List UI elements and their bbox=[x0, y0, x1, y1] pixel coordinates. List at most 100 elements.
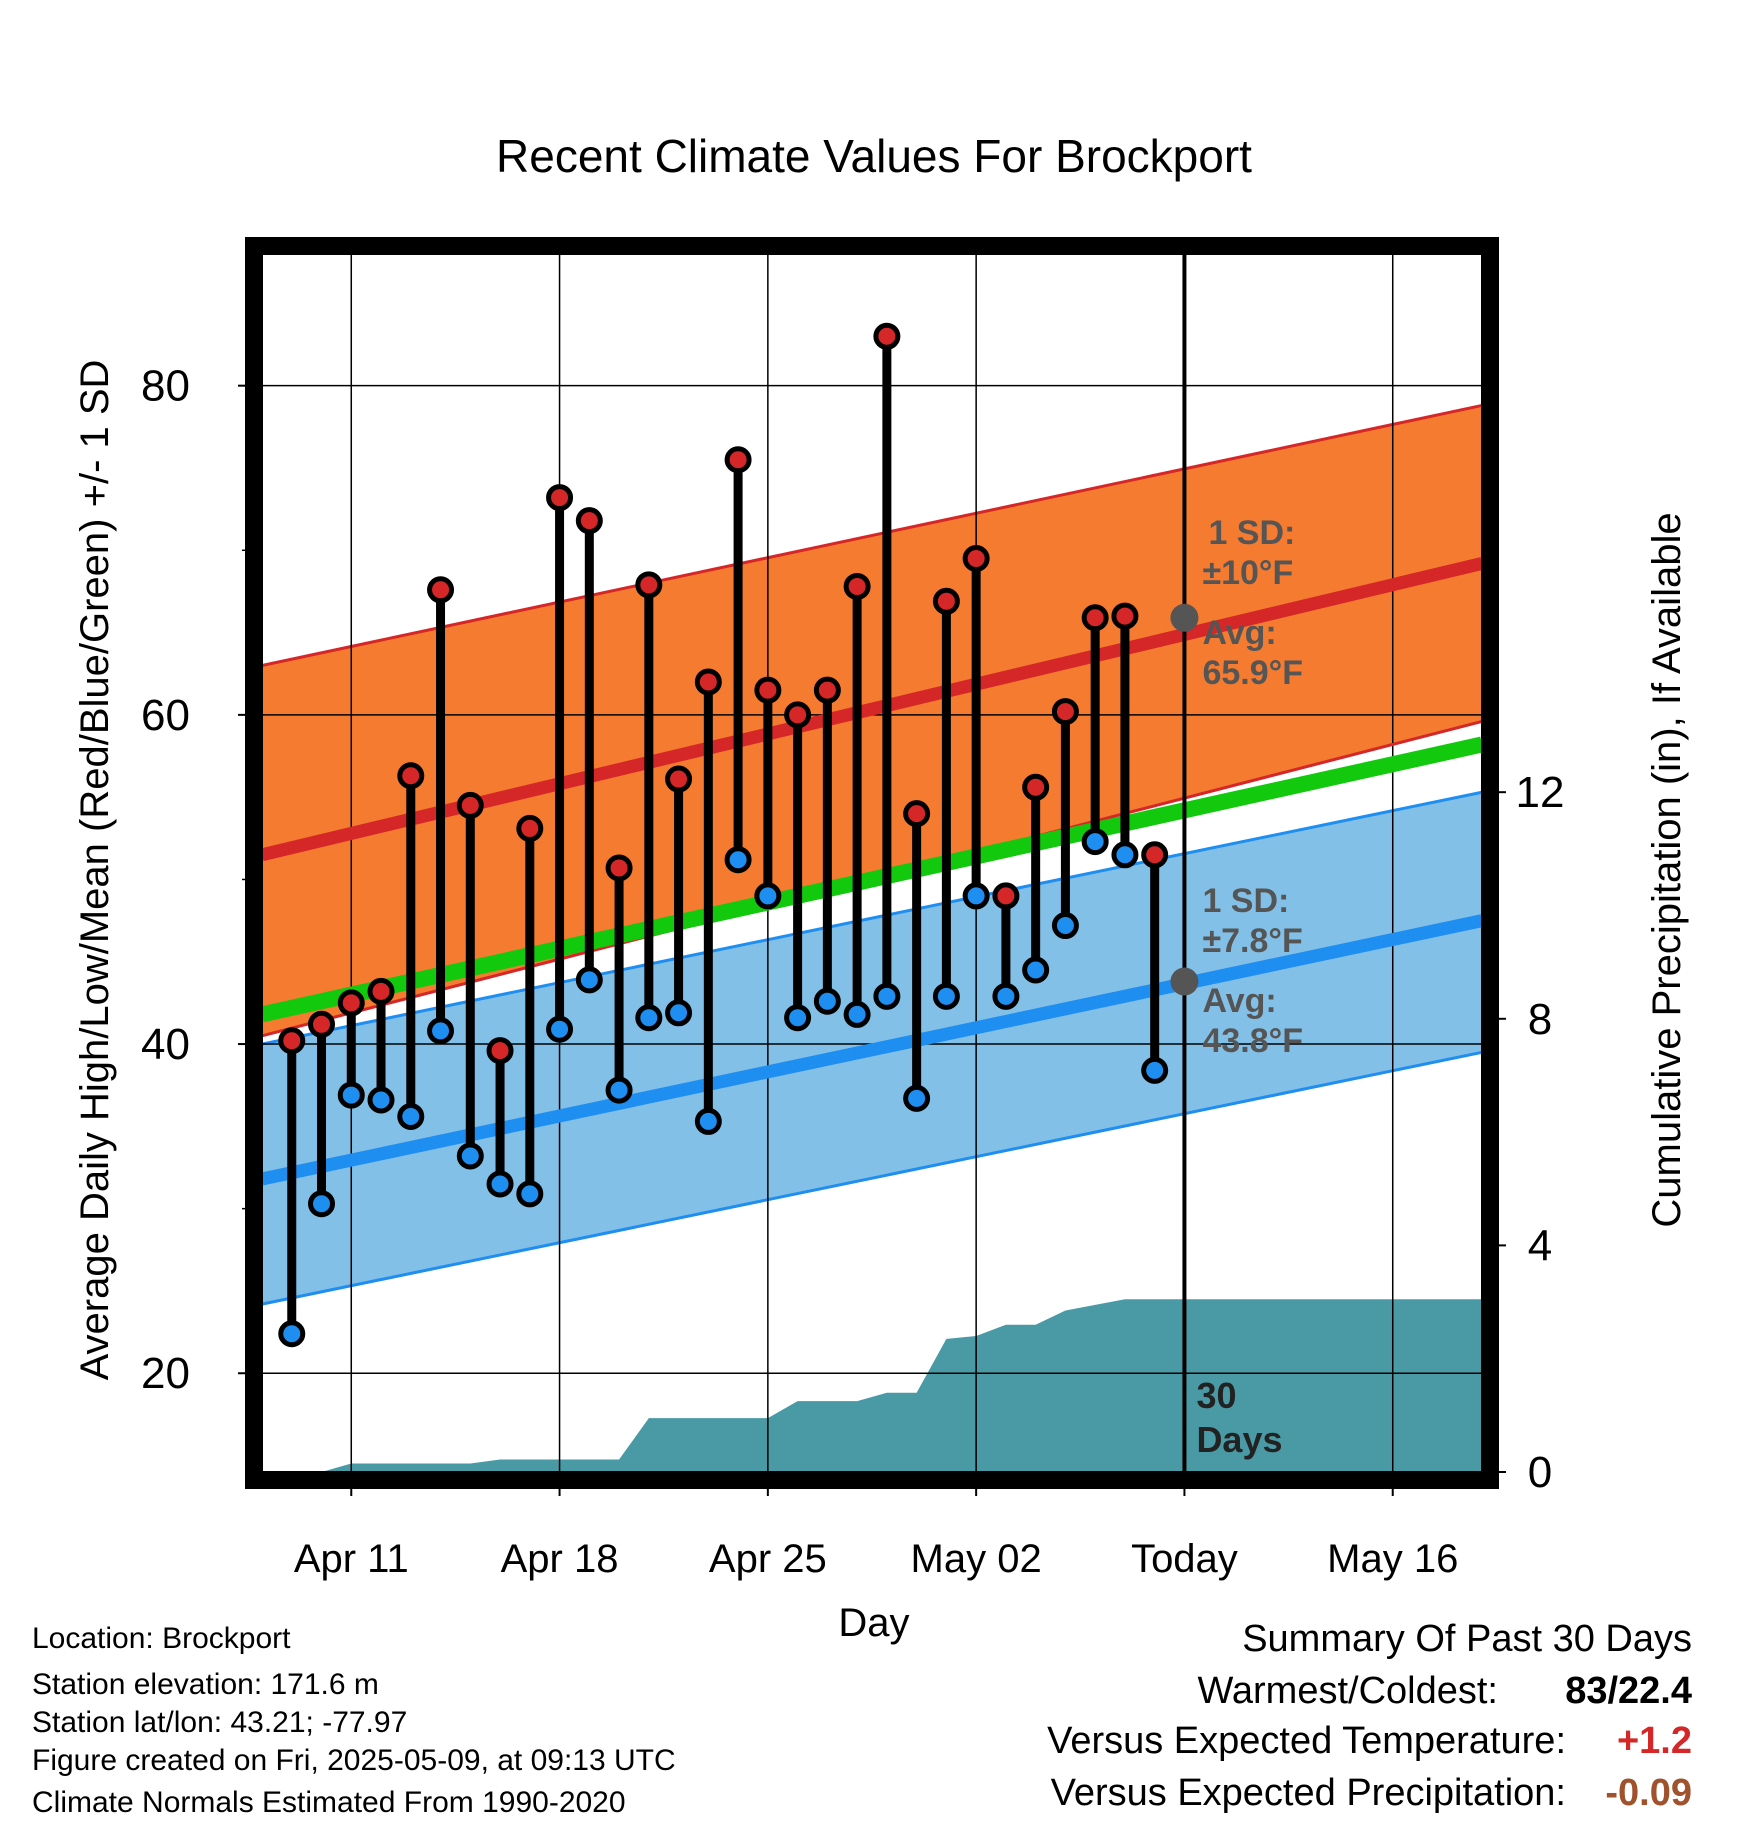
low-point bbox=[1022, 956, 1050, 984]
low-point bbox=[754, 882, 782, 910]
low-point bbox=[873, 982, 901, 1010]
low-point bbox=[427, 1017, 455, 1045]
x-tick-label: Apr 25 bbox=[709, 1537, 827, 1581]
plot-border bbox=[245, 237, 1499, 1489]
y-axis-label: Average Daily High/Low/Mean (Red/Blue/Gr… bbox=[73, 360, 117, 1381]
today-label-top: 30 bbox=[1196, 1375, 1236, 1416]
low-point bbox=[992, 982, 1020, 1010]
low-point bbox=[962, 882, 990, 910]
chart-title: Recent Climate Values For Brockport bbox=[496, 130, 1252, 182]
summary-temp-value: +1.2 bbox=[1616, 1720, 1692, 1762]
high-point bbox=[694, 668, 722, 696]
x-axis-label: Day bbox=[838, 1601, 909, 1645]
summary-warmest-label: Warmest/Coldest: bbox=[1197, 1670, 1498, 1712]
high-point bbox=[1141, 841, 1169, 869]
high-point bbox=[456, 791, 484, 819]
low-point bbox=[724, 846, 752, 874]
high-sd-band bbox=[262, 405, 1482, 1036]
low-point bbox=[903, 1084, 931, 1112]
low-point bbox=[932, 982, 960, 1010]
summary-warmest-value: 83/22.4 bbox=[1565, 1670, 1692, 1712]
high-sd-value: ±10°F bbox=[1202, 554, 1293, 592]
low-point bbox=[1051, 912, 1079, 940]
axes: 20 40 60 80 0 4 8 12 Apr 11 Apr 18 Apr 25 May 02 Tod… bbox=[141, 362, 1564, 1581]
summary-precip-label: Versus Expected Precipitation: bbox=[1050, 1772, 1566, 1814]
high-avg-value: 65.9°F bbox=[1202, 654, 1303, 692]
low-sd-value: ±7.8°F bbox=[1202, 922, 1302, 960]
normal-lines bbox=[260, 557, 1484, 1186]
low-point bbox=[456, 1142, 484, 1170]
today-low-avg-marker bbox=[1170, 967, 1199, 996]
low-point bbox=[784, 1004, 812, 1032]
low-point bbox=[278, 1320, 306, 1348]
high-point bbox=[427, 576, 455, 604]
high-point bbox=[308, 1010, 336, 1038]
low-point bbox=[1141, 1056, 1169, 1084]
high-band-upper-edge bbox=[261, 403, 1483, 667]
high-point bbox=[962, 545, 990, 572]
low-band-upper-edge bbox=[261, 790, 1483, 1046]
low-sd-label: 1 SD: bbox=[1202, 882, 1289, 920]
low-point bbox=[813, 987, 841, 1015]
high-point bbox=[635, 571, 663, 599]
y2-tick-label: 4 bbox=[1528, 1221, 1552, 1270]
high-point bbox=[784, 701, 812, 729]
high-point bbox=[724, 446, 752, 474]
high-sd-label: 1 SD: bbox=[1208, 514, 1295, 552]
low-point bbox=[1081, 828, 1109, 856]
high-point bbox=[992, 882, 1020, 910]
high-point bbox=[665, 765, 693, 793]
cumulative-precip-area bbox=[262, 1299, 1482, 1472]
y2-tick-label: 8 bbox=[1528, 995, 1552, 1044]
low-point bbox=[843, 1000, 871, 1028]
high-point bbox=[1081, 604, 1109, 632]
low-point bbox=[575, 966, 603, 994]
high-point bbox=[932, 587, 960, 615]
y-tick-label: 60 bbox=[141, 691, 190, 740]
normal-mean-line bbox=[260, 736, 1484, 1023]
high-point bbox=[843, 572, 871, 600]
low-point bbox=[516, 1180, 544, 1208]
high-point bbox=[575, 507, 603, 535]
precip-area bbox=[262, 1299, 1482, 1472]
plot-frame bbox=[245, 237, 1499, 1489]
low-point bbox=[694, 1107, 722, 1135]
footer-latlon: Station lat/lon: 43.21; -77.97 bbox=[32, 1706, 408, 1739]
y2-tick-label: 12 bbox=[1516, 768, 1565, 817]
high-point bbox=[367, 977, 395, 1005]
y2-axis-label: Cumulative Precipitation (in), If Availa… bbox=[1645, 512, 1689, 1227]
high-point bbox=[1022, 773, 1050, 801]
high-point bbox=[397, 762, 425, 790]
high-avg-label: Avg: bbox=[1202, 614, 1276, 652]
high-point bbox=[486, 1037, 514, 1065]
x-tick-label: Apr 11 bbox=[294, 1537, 409, 1581]
high-point bbox=[1111, 602, 1139, 630]
low-avg-value: 43.8°F bbox=[1202, 1022, 1303, 1060]
x-tick-label: Today bbox=[1131, 1537, 1238, 1581]
low-point bbox=[367, 1086, 395, 1114]
y-tick-label: 20 bbox=[141, 1349, 190, 1398]
high-point bbox=[1051, 698, 1079, 726]
summary-precip-value: -0.09 bbox=[1605, 1772, 1692, 1814]
low-point bbox=[397, 1102, 425, 1130]
summary-title: Summary Of Past 30 Days bbox=[1242, 1618, 1692, 1660]
high-point bbox=[546, 484, 574, 512]
high-point bbox=[337, 989, 365, 1017]
high-point bbox=[903, 800, 931, 828]
low-point bbox=[486, 1170, 514, 1198]
x-tick-label: May 02 bbox=[911, 1537, 1042, 1581]
low-point bbox=[665, 999, 693, 1027]
high-point bbox=[278, 1027, 306, 1055]
x-tick-label: Apr 18 bbox=[501, 1537, 619, 1581]
today-high-avg-marker bbox=[1170, 603, 1199, 632]
low-point bbox=[308, 1190, 336, 1218]
today-label-bottom: Days bbox=[1196, 1419, 1282, 1460]
low-avg-label: Avg: bbox=[1202, 982, 1276, 1020]
daily-stems bbox=[287, 336, 1160, 1334]
normal-low-line bbox=[260, 914, 1484, 1186]
footer-location: Location: Brockport bbox=[32, 1622, 291, 1655]
low-point bbox=[635, 1004, 663, 1032]
